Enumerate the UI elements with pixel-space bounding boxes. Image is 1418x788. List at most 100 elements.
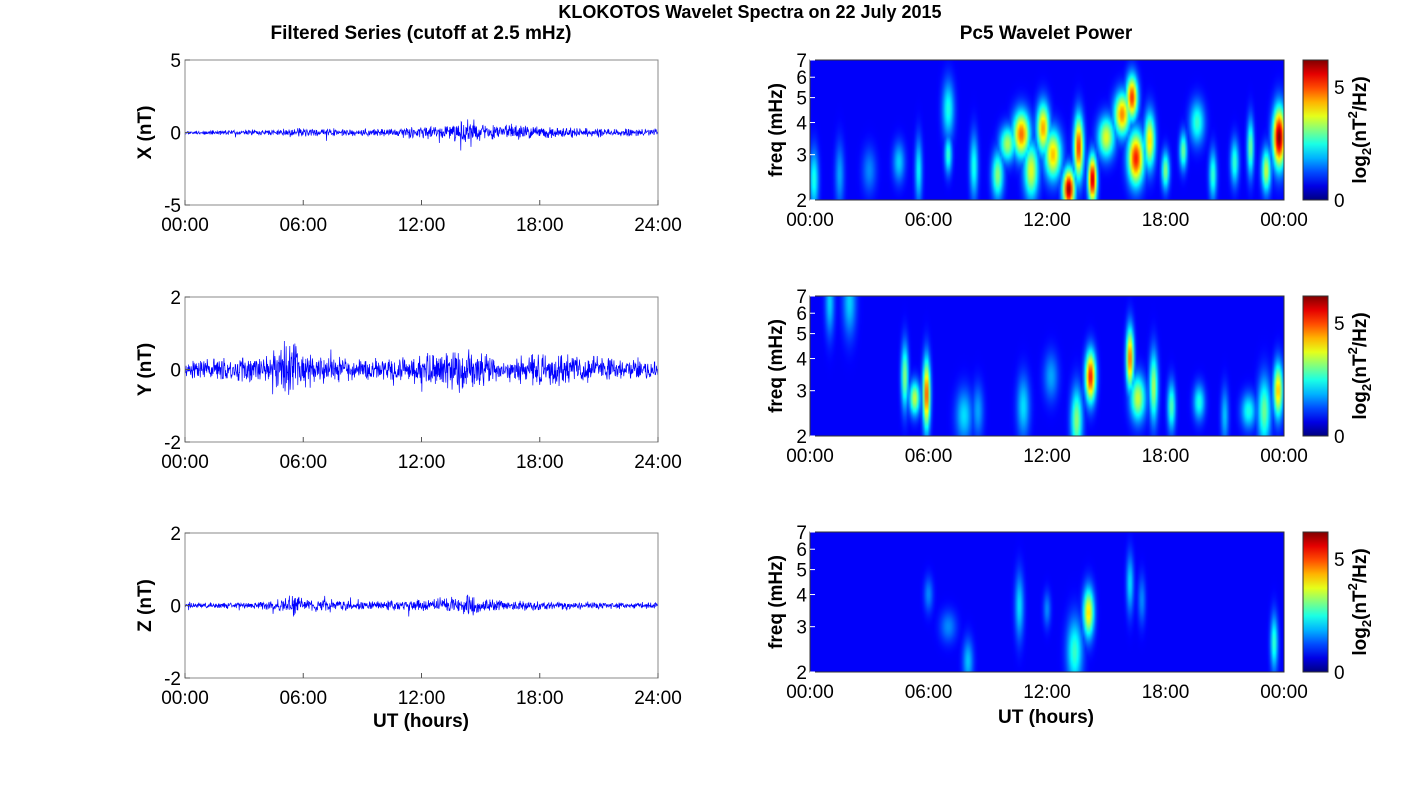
y-tick-label: 0 xyxy=(170,597,181,618)
x-tick-label: 12:00 xyxy=(1023,682,1071,703)
y-tick-label: 5 xyxy=(170,51,181,72)
y-tick-label: 6 xyxy=(796,68,807,89)
y-tick-label: -5 xyxy=(164,196,181,217)
y-axis-label: Y (nT) xyxy=(135,343,156,396)
colorbar-label-part: log xyxy=(1350,627,1371,656)
x-tick-label: 12:00 xyxy=(1023,210,1071,231)
x-tick-label: 06:00 xyxy=(279,688,327,709)
colorbar-tick-label: 0 xyxy=(1334,191,1345,212)
x-tick-label: 18:00 xyxy=(516,215,564,236)
y-tick-label: 7 xyxy=(796,287,807,308)
colorbar-label: log2(nT2/Hz) xyxy=(1345,548,1374,655)
y-tick-label: 6 xyxy=(796,304,807,325)
y-tick-label: 3 xyxy=(796,618,807,639)
left-x-axis-label: UT (hours) xyxy=(373,711,469,732)
x-tick-label: 18:00 xyxy=(516,688,564,709)
y-tick-label: 0 xyxy=(170,124,181,145)
colorbar-label-part: /Hz) xyxy=(1350,76,1371,111)
x-tick-label: 24:00 xyxy=(634,452,682,473)
x-tick-label: 24:00 xyxy=(634,215,682,236)
x-tick-label: 06:00 xyxy=(905,682,953,703)
colorbar-label-part: log xyxy=(1350,391,1371,420)
y-tick-label: -2 xyxy=(164,433,181,454)
plot-frame xyxy=(809,531,1285,673)
y-tick-label: 2 xyxy=(796,427,807,448)
power-heatmap-image xyxy=(810,532,1284,672)
y-tick-label: 0 xyxy=(170,361,181,382)
x-tick-label: 12:00 xyxy=(398,215,446,236)
x-tick-label: 06:00 xyxy=(279,215,327,236)
y-tick-label: 4 xyxy=(796,350,807,371)
series-line xyxy=(184,594,659,617)
y-tick-label: 3 xyxy=(796,146,807,167)
left-column-title: Filtered Series (cutoff at 2.5 mHz) xyxy=(271,23,572,44)
y-tick-label: 6 xyxy=(796,540,807,561)
series-line xyxy=(184,119,659,151)
y-axis-label: X (nT) xyxy=(135,106,156,160)
colorbar-label-part: 2 xyxy=(1345,583,1360,590)
colorbar-label-part: 2 xyxy=(1359,148,1374,155)
colorbar-label-part: 2 xyxy=(1345,347,1360,354)
x-tick-label: 00:00 xyxy=(161,215,209,236)
x-tick-label: 00:00 xyxy=(1260,446,1308,467)
x-tick-label: 00:00 xyxy=(1260,210,1308,231)
colorbar-label-part: /Hz) xyxy=(1350,548,1371,583)
colorbar-label-part: (nT xyxy=(1350,118,1371,148)
power-heatmap-image xyxy=(810,296,1284,436)
y-tick-label: 4 xyxy=(796,114,807,135)
colorbar-tick-label: 5 xyxy=(1334,550,1345,571)
x-tick-label: 18:00 xyxy=(1142,210,1190,231)
x-tick-label: 12:00 xyxy=(398,688,446,709)
y-axis-label: Z (nT) xyxy=(135,579,156,632)
plot-frame xyxy=(809,59,1285,201)
x-tick-label: 06:00 xyxy=(279,452,327,473)
right-x-axis-label: UT (hours) xyxy=(998,707,1094,728)
y-tick-label: 4 xyxy=(796,586,807,607)
colorbar xyxy=(1302,59,1329,201)
x-tick-label: 00:00 xyxy=(786,682,834,703)
x-power-panel: 2 3 4 567 00:00 06:00 12:00 18:00 00:00 freq (mHz… xyxy=(766,51,1374,231)
x-tick-label: 06:00 xyxy=(905,446,953,467)
x-tick-label: 18:00 xyxy=(516,452,564,473)
series-line xyxy=(184,340,659,395)
x-tick-label: 00:00 xyxy=(786,446,834,467)
y-tick-label: 2 xyxy=(796,663,807,684)
x-tick-label: 00:00 xyxy=(161,688,209,709)
y-tick-label: 2 xyxy=(796,191,807,212)
colorbar-label-part: log xyxy=(1350,155,1371,184)
y-tick-label: 2 xyxy=(170,524,181,545)
x-tick-label: 18:00 xyxy=(1142,446,1190,467)
y-axis-label: freq (mHz) xyxy=(766,83,787,177)
y-tick-label: 3 xyxy=(796,382,807,403)
x-tick-label: 18:00 xyxy=(1142,682,1190,703)
colorbar-tick-label: 5 xyxy=(1334,314,1345,335)
power-heatmap-image xyxy=(810,60,1284,200)
x-tick-label: 12:00 xyxy=(1023,446,1071,467)
y-tick-label: 5 xyxy=(796,89,807,110)
y-tick-label: 2 xyxy=(170,288,181,309)
colorbar xyxy=(1302,531,1329,673)
colorbar-label-part: (nT xyxy=(1350,354,1371,384)
right-column-title: Pc5 Wavelet Power xyxy=(960,23,1133,44)
figure-suptitle: KLOKOTOS Wavelet Spectra on 22 July 2015 xyxy=(558,2,941,22)
colorbar-label-part: 2 xyxy=(1345,111,1360,118)
colorbar xyxy=(1302,295,1329,437)
y-axis-label: freq (mHz) xyxy=(766,555,787,649)
colorbar-label: log2(nT2/Hz) xyxy=(1345,76,1374,183)
colorbar-label-part: /Hz) xyxy=(1350,312,1371,347)
colorbar-tick-label: 0 xyxy=(1334,663,1345,684)
x-series-panel: 5 0 -500:00 06:00 12:00 18:00 24:00 X (nT) xyxy=(135,51,682,236)
colorbar-label: log2(nT2/Hz) xyxy=(1345,312,1374,419)
plot-frame xyxy=(809,295,1285,437)
y-tick-label: 5 xyxy=(796,325,807,346)
y-tick-label: 5 xyxy=(796,561,807,582)
x-tick-label: 24:00 xyxy=(634,688,682,709)
x-tick-label: 06:00 xyxy=(905,210,953,231)
z-series-panel: 2 0 -200:00 06:00 12:00 18:00 24:00 Z (nT) xyxy=(135,524,682,709)
x-tick-label: 00:00 xyxy=(786,210,834,231)
y-tick-label: 7 xyxy=(796,51,807,72)
y-axis-label: freq (mHz) xyxy=(766,319,787,413)
